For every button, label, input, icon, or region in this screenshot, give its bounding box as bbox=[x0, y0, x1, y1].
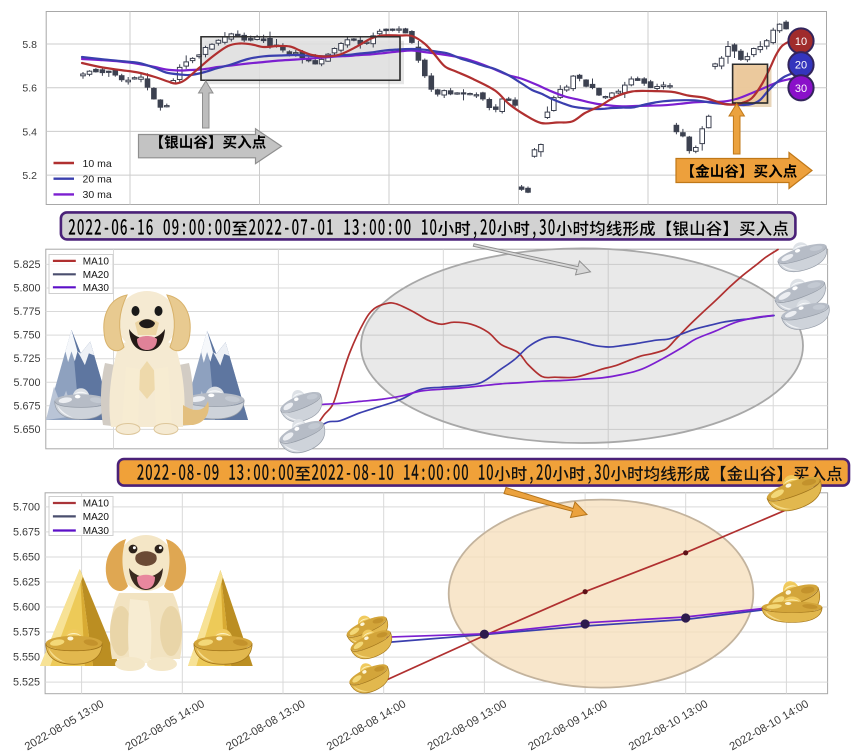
svg-text:MA10: MA10 bbox=[83, 256, 110, 267]
svg-text:5.600: 5.600 bbox=[13, 602, 40, 614]
svg-text:MA10: MA10 bbox=[83, 499, 110, 510]
svg-text:5.675: 5.675 bbox=[13, 526, 40, 538]
svg-text:20 ma: 20 ma bbox=[83, 174, 112, 186]
svg-text:MA30: MA30 bbox=[83, 526, 110, 537]
svg-text:10: 10 bbox=[795, 36, 807, 48]
svg-text:10 ma: 10 ma bbox=[83, 158, 112, 170]
svg-text:5.2: 5.2 bbox=[22, 170, 37, 182]
svg-text:5.800: 5.800 bbox=[13, 283, 40, 295]
svg-text:5.675: 5.675 bbox=[13, 400, 40, 412]
svg-text:MA30: MA30 bbox=[83, 283, 110, 294]
svg-text:5.6: 5.6 bbox=[22, 83, 37, 95]
svg-text:30 ma: 30 ma bbox=[83, 189, 112, 201]
svg-text:5.625: 5.625 bbox=[13, 577, 40, 589]
svg-text:5.550: 5.550 bbox=[13, 652, 40, 664]
svg-text:5.575: 5.575 bbox=[13, 627, 40, 639]
svg-text:MA20: MA20 bbox=[83, 270, 110, 281]
svg-text:5.700: 5.700 bbox=[13, 377, 40, 389]
svg-text:5.825: 5.825 bbox=[13, 259, 40, 271]
svg-text:5.775: 5.775 bbox=[13, 306, 40, 318]
svg-text:5.650: 5.650 bbox=[13, 424, 40, 436]
svg-text:5.8: 5.8 bbox=[22, 39, 37, 51]
svg-text:5.700: 5.700 bbox=[13, 501, 40, 513]
svg-text:MA20: MA20 bbox=[83, 512, 110, 523]
svg-text:5.525: 5.525 bbox=[13, 677, 40, 689]
svg-text:20: 20 bbox=[795, 60, 807, 72]
svg-text:5.4: 5.4 bbox=[22, 126, 37, 138]
svg-text:5.725: 5.725 bbox=[13, 353, 40, 365]
svg-text:30: 30 bbox=[795, 83, 807, 95]
svg-text:5.750: 5.750 bbox=[13, 330, 40, 342]
svg-text:5.650: 5.650 bbox=[13, 552, 40, 564]
